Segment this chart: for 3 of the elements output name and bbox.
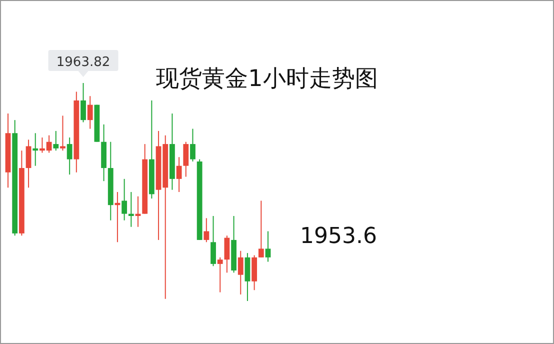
chart-title: 现货黄金1小时走势图	[156, 66, 378, 92]
text: 1953.6	[300, 224, 377, 249]
text: 1963.82	[56, 55, 110, 70]
